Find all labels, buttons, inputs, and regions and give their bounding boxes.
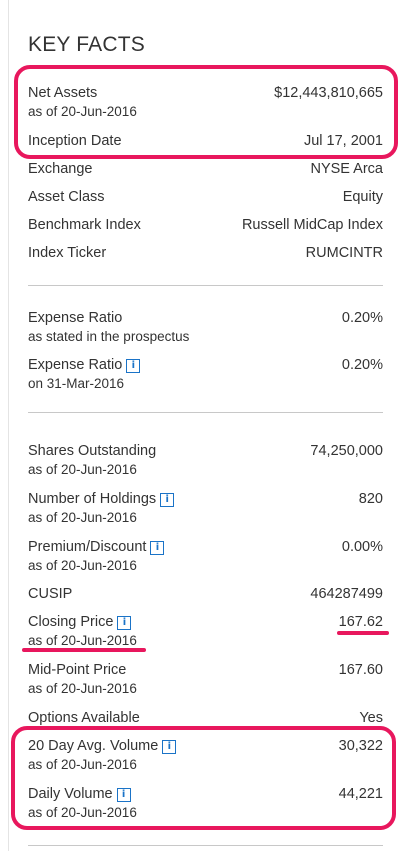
highlight-box-net-assets [14,65,398,159]
fact-label-text: Premium/Discount [28,539,147,555]
fact-date: as of 20-Jun-2016 [28,633,137,648]
fact-value: 167.60 [338,662,383,678]
fact-date: as of 20-Jun-2016 [28,558,137,573]
fact-label: Premium/Discount i [28,539,165,555]
fact-date: on 31-Mar-2016 [28,376,125,391]
info-icon[interactable]: i [162,740,177,754]
fact-label: Options Available [28,710,140,726]
info-icon[interactable]: i [150,541,165,555]
fact-label-text: Daily Volume [28,786,113,802]
fact-label: Expense Ratio i [28,357,141,373]
fact-label: 20 Day Avg. Volume i [28,738,177,754]
key-facts-title: KEY FACTS [28,33,145,56]
fact-date: as of 20-Jun-2016 [28,805,137,820]
fact-label: Benchmark Index [28,217,141,233]
fact-date: as of 20-Jun-2016 [28,681,137,696]
fact-value: Equity [342,189,383,205]
fact-label-text: Number of Holdings [28,491,157,507]
fact-date: as stated in the prospectus [28,329,190,344]
fact-label-text: Closing Price [28,614,114,630]
fact-label: CUSIP [28,586,73,602]
key-facts-panel [8,0,408,851]
highlight-underline-closing-date [22,648,146,652]
info-icon[interactable]: i [116,788,131,802]
info-icon[interactable]: i [160,493,175,507]
fact-date: as of 20-Jun-2016 [28,462,137,477]
fact-value: RUMCINTR [305,245,383,261]
fact-value: NYSE Arca [310,161,383,177]
fact-value: 74,250,000 [310,443,383,459]
info-icon[interactable]: i [117,616,132,630]
fact-label: Daily Volume i [28,786,131,802]
fact-value: 167.62 [338,614,383,630]
fact-value: 44,221 [338,786,383,802]
fact-value: Yes [359,710,383,726]
fact-label: Exchange [28,161,93,177]
fact-label: Asset Class [28,189,105,205]
fact-label: Index Ticker [28,245,107,261]
fact-value: 30,322 [338,738,383,754]
fact-value: 0.20% [341,357,383,373]
fact-label: Expense Ratio [28,310,123,326]
section-divider [28,845,383,846]
fact-date: as of 20-Jun-2016 [28,104,137,119]
fact-value: $12,443,810,665 [274,85,383,101]
fact-value: Jul 17, 2001 [303,133,383,149]
highlight-underline-closing-price [337,631,389,635]
fact-date: as of 20-Jun-2016 [28,757,137,772]
fact-value: 0.20% [341,310,383,326]
fact-label: Number of Holdings i [28,491,175,507]
fact-label: Net Assets [28,85,98,101]
fact-label: Mid-Point Price [28,662,127,678]
fact-label: Inception Date [28,133,122,149]
fact-label: Closing Price i [28,614,132,630]
fact-value: Russell MidCap Index [241,217,383,233]
fact-date: as of 20-Jun-2016 [28,510,137,525]
fact-value: 820 [358,491,383,507]
section-divider [28,285,383,286]
fact-label-text: Expense Ratio [28,357,123,373]
fact-label: Shares Outstanding [28,443,157,459]
fact-value: 464287499 [310,586,383,602]
highlight-box-volume [11,726,396,830]
info-icon[interactable]: i [126,359,141,373]
fact-label-text: 20 Day Avg. Volume [28,738,159,754]
section-divider [28,412,383,413]
fact-value: 0.00% [341,539,383,555]
